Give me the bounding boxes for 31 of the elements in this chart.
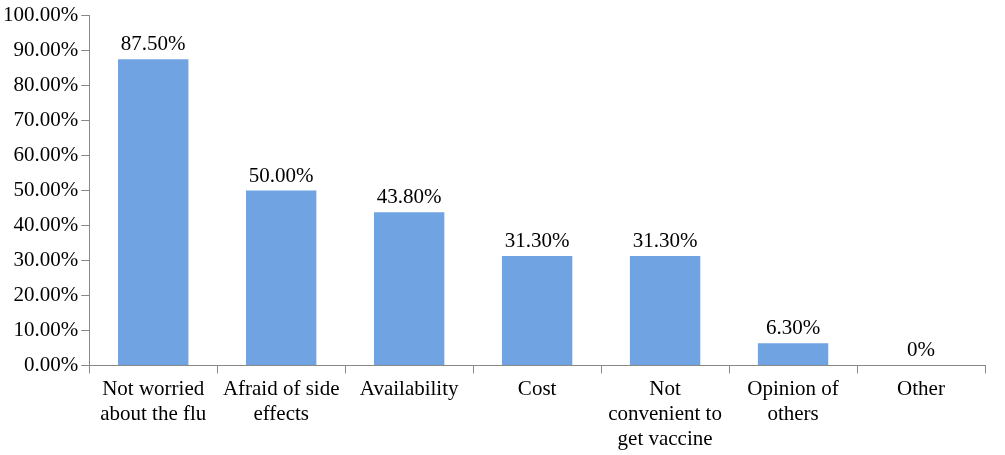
- y-tick-label: 0.00%: [23, 351, 79, 376]
- x-tick-label: Not convenient to get vaccine: [608, 375, 722, 450]
- data-label: 43.80%: [376, 184, 442, 209]
- x-tick-label: Availability: [359, 375, 460, 400]
- bar: [757, 343, 829, 365]
- bar: [501, 255, 573, 365]
- data-label: 87.50%: [120, 31, 186, 56]
- y-tick-label: 50.00%: [13, 177, 79, 202]
- data-label: 0%: [907, 337, 936, 362]
- y-tick-label: 100.00%: [2, 2, 79, 27]
- bar: [373, 212, 445, 365]
- data-label: 31.30%: [632, 227, 698, 252]
- y-tick-label: 60.00%: [13, 142, 79, 167]
- y-tick-label: 80.00%: [13, 72, 79, 97]
- data-label: 31.30%: [504, 227, 570, 252]
- bar: [118, 59, 189, 365]
- y-tick-label: 70.00%: [13, 107, 79, 132]
- x-tick-label: Not worried about the flu: [100, 375, 207, 425]
- x-tick-label: Afraid of side effects: [222, 375, 340, 425]
- data-label: 50.00%: [248, 162, 314, 187]
- x-tick-label: Other: [897, 375, 945, 400]
- bar: [246, 190, 317, 365]
- bar: [629, 255, 701, 365]
- data-label: 6.30%: [765, 315, 821, 340]
- x-tick-label: Opinion of others: [747, 375, 839, 425]
- y-tick-label: 90.00%: [13, 37, 79, 62]
- y-tick-label: 40.00%: [13, 212, 79, 236]
- x-tick-label: Cost: [517, 375, 557, 400]
- y-tick-label: 20.00%: [13, 281, 79, 306]
- y-tick-label: 30.00%: [13, 246, 79, 271]
- y-tick-label: 10.00%: [13, 316, 79, 341]
